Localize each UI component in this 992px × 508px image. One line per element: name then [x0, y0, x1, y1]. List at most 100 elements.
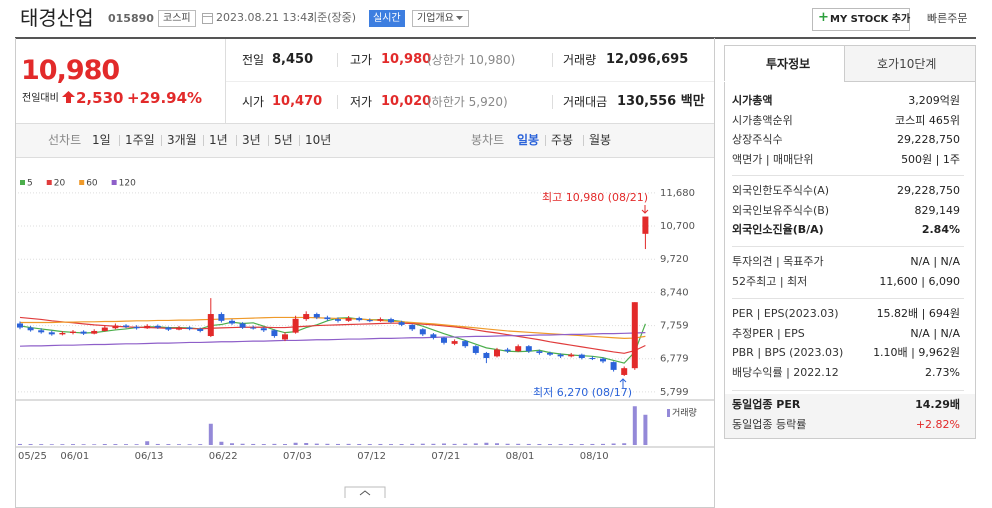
candle-body — [250, 327, 257, 329]
group-separator — [732, 298, 964, 299]
volume-bar — [346, 443, 351, 445]
info-label: 52주최고 | 최저 — [732, 274, 808, 288]
candle-tab[interactable]: 주봉 — [551, 133, 574, 147]
candle-body — [176, 327, 182, 330]
candle-body — [239, 323, 246, 328]
volume-bar — [219, 441, 224, 445]
candle-body — [207, 314, 214, 337]
volume-bar — [357, 444, 362, 445]
volume-bar — [314, 443, 319, 445]
candle-body — [504, 349, 511, 352]
legend-swatch — [20, 180, 25, 185]
volume-bar — [240, 443, 245, 445]
group-separator — [732, 390, 964, 391]
datetime: 2023.08.21 13:43 — [216, 11, 315, 24]
candle-body — [27, 327, 34, 331]
candle-body — [441, 337, 447, 343]
x-tick-label: 08/01 — [506, 451, 535, 462]
x-tick-label: 07/12 — [357, 451, 386, 462]
group-separator — [732, 175, 964, 176]
volume-bar — [526, 443, 531, 445]
volume-bar — [113, 444, 118, 445]
divider — [337, 95, 338, 109]
candle-body — [218, 314, 225, 321]
volume-bar — [336, 443, 340, 445]
quick-order[interactable]: 빠른주문 — [927, 12, 968, 25]
volume-bar — [124, 444, 128, 445]
volume-bar — [102, 444, 107, 445]
volume-bar — [198, 444, 203, 445]
info-tab[interactable]: 호가10단계 — [877, 57, 937, 71]
chart-body: 11,680 10,700 9,720 8,740 7,759 6,779 5,799 05/… — [16, 179, 714, 498]
line-tab[interactable]: 1일 — [92, 133, 111, 147]
summary-label: 저가 — [350, 95, 373, 109]
y-tick-label: 6,779 — [660, 354, 689, 365]
volume-bar — [177, 444, 181, 445]
candle-body — [303, 314, 310, 320]
x-tick-label: 07/21 — [431, 451, 460, 462]
header-rule — [15, 37, 976, 39]
collapse-icon — [359, 490, 371, 496]
candle-body — [642, 216, 649, 234]
candle-body — [419, 329, 426, 335]
candle-body — [271, 330, 278, 337]
info-value: 29,228,750 — [897, 133, 960, 146]
overview-button[interactable]: 기업개요 — [412, 10, 469, 27]
tab-active-gap — [724, 81, 844, 82]
candle-body — [229, 320, 235, 324]
candle-body — [462, 341, 469, 347]
candle-body — [345, 318, 352, 321]
mystock-button[interactable] — [812, 8, 910, 31]
info-value: 2.84% — [921, 223, 960, 236]
summary-value: 8,450 — [272, 52, 314, 67]
volume-bar — [230, 443, 234, 445]
change-rate: +29.94% — [127, 89, 203, 107]
volume-bar — [442, 443, 446, 445]
volume-bar — [420, 443, 425, 445]
realtime-badge[interactable]: 실시간 — [369, 10, 405, 27]
volume-bar — [558, 444, 563, 445]
candle-body — [324, 317, 331, 320]
info-label: 동일업종 등락률 — [732, 417, 807, 431]
summary-note: (상한가 10,980) — [427, 53, 516, 67]
volume-bar — [378, 443, 383, 445]
x-tick-label: 06/22 — [209, 451, 238, 462]
volume-bar — [251, 443, 256, 445]
info-tab[interactable]: 투자정보 — [766, 57, 811, 71]
info-label: 액면가 | 매매단위 — [732, 152, 814, 166]
low-arrow — [619, 378, 627, 388]
line-tab[interactable]: 1년 — [209, 133, 228, 147]
high-arrow — [641, 205, 649, 214]
candle-tab[interactable]: 월봉 — [589, 133, 612, 147]
candle-body — [409, 324, 416, 330]
volume-bar — [187, 444, 192, 445]
divider — [337, 53, 338, 67]
collapse-button[interactable] — [344, 486, 386, 498]
info-label: 시가총액순위 — [732, 113, 793, 127]
summary-label: 고가 — [350, 53, 373, 67]
candle-tab[interactable]: 일봉 — [517, 133, 540, 147]
stock-code: 015890 — [108, 12, 154, 25]
x-tick-label: 07/03 — [283, 451, 312, 462]
volume-bar — [71, 444, 75, 445]
tab-separator — [583, 135, 584, 146]
line-tab[interactable]: 10년 — [305, 133, 332, 147]
line-tab[interactable]: 3년 — [242, 133, 261, 147]
volume-bar — [601, 443, 605, 445]
candle-body — [494, 349, 500, 357]
tab-separator — [268, 135, 269, 146]
legend-label: 5 — [27, 179, 33, 189]
tab-separator — [545, 135, 546, 146]
volume-bar — [399, 444, 404, 445]
candle-body — [356, 318, 363, 321]
summary-label: 시가 — [242, 95, 265, 109]
line-tab[interactable]: 5년 — [274, 133, 293, 147]
line-tab[interactable]: 1주일 — [125, 133, 155, 147]
candle-body — [610, 362, 617, 370]
candle-body — [335, 319, 341, 321]
candle-body — [377, 319, 384, 321]
line-tab[interactable]: 3개월 — [167, 133, 197, 147]
candle-body — [48, 332, 55, 335]
info-label: 배당수익률 | 2022.12 — [732, 365, 839, 379]
candle-body — [430, 334, 437, 338]
